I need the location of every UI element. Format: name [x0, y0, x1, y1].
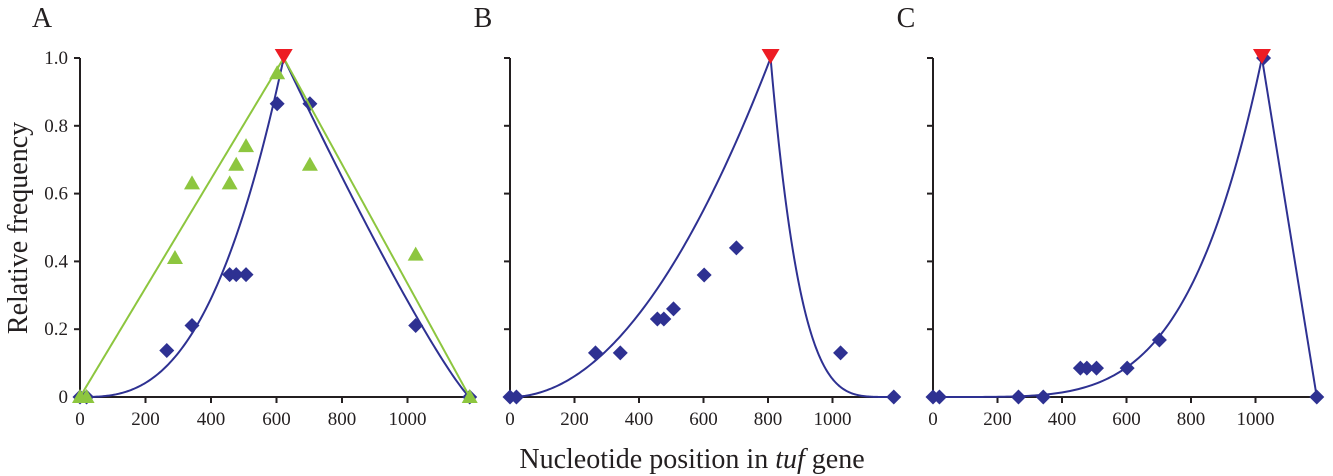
x-tick-label: 600	[1112, 409, 1141, 430]
data-point-triangle	[238, 138, 255, 153]
data-point-diamond	[1079, 360, 1095, 376]
data-point-diamond	[1309, 389, 1325, 405]
data-point-diamond	[833, 345, 849, 361]
x-tick-label: 1000	[814, 409, 852, 430]
data-point-diamond	[159, 343, 175, 359]
data-point-diamond	[931, 389, 947, 405]
x-axis-title-prefix: Nucleotide position in	[519, 444, 775, 475]
data-point-diamond	[1151, 332, 1167, 348]
panel-c: C 0 200 400 600 800 1000	[897, 3, 1325, 430]
x-tick-label: 200	[560, 409, 589, 430]
data-point-diamond	[408, 317, 424, 333]
data-point-triangle	[166, 250, 183, 265]
data-point-triangle	[221, 175, 238, 190]
y-tick-label: 0.8	[44, 116, 68, 137]
data-point-diamond	[228, 267, 244, 283]
data-point-diamond	[269, 96, 285, 112]
x-tick-label: 800	[754, 409, 783, 430]
data-point-triangle	[301, 156, 318, 171]
panel-a: A 0 0.2 0.4 0.6 0.8 1.0 0 200 400 600 800 1000	[32, 3, 478, 430]
panel-letter-a: A	[32, 3, 53, 34]
panels: A 0 0.2 0.4 0.6 0.8 1.0 0 200 400 600 800 1000 B 0 200 4…	[32, 3, 1325, 430]
x-tick-label: 800	[1177, 409, 1206, 430]
x-tick-label: 600	[689, 409, 718, 430]
x-tick-label: 0	[928, 409, 938, 430]
data-point-diamond	[238, 267, 254, 283]
x-axis-title-gene: tuf	[775, 444, 808, 475]
x-tick-label: 600	[262, 409, 291, 430]
data-point-diamond	[508, 389, 524, 405]
data-point-diamond	[666, 301, 682, 317]
fit-curve-diamond	[509, 57, 894, 398]
y-axis-title: Relative frequency	[3, 122, 34, 334]
panel-letter-c: C	[897, 3, 916, 34]
fit-curve-diamond	[933, 57, 1318, 398]
data-point-diamond	[184, 317, 200, 333]
y-tick-label: 1.0	[44, 48, 68, 69]
x-tick-label: 400	[625, 409, 654, 430]
x-axis-title-suffix: gene	[805, 444, 865, 475]
x-tick-label: 0	[75, 409, 85, 430]
data-point-diamond	[1089, 360, 1105, 376]
panel-letter-b: B	[474, 3, 493, 34]
data-point-triangle	[269, 65, 286, 80]
peak-marker	[274, 49, 293, 64]
data-point-diamond	[728, 240, 744, 256]
data-point-diamond	[612, 345, 628, 361]
data-point-triangle	[78, 389, 95, 403]
x-tick-label: 400	[1048, 409, 1077, 430]
data-point-diamond	[696, 267, 712, 283]
x-tick-label: 1000	[389, 409, 427, 430]
data-point-diamond	[1010, 389, 1026, 405]
data-point-diamond	[587, 345, 603, 361]
data-point-triangle	[461, 389, 478, 403]
data-point-diamond	[886, 389, 902, 405]
data-point-triangle	[407, 246, 424, 261]
y-tick-label: 0.4	[44, 251, 68, 272]
x-axis-title: Nucleotide position in tuf gene	[519, 444, 864, 475]
data-point-diamond	[1119, 360, 1135, 376]
data-point-triangle	[184, 175, 201, 190]
data-point-diamond	[1035, 389, 1051, 405]
panel-b: B 0 200 400 600 800 1000	[474, 3, 902, 430]
data-point-diamond	[656, 311, 672, 327]
x-tick-label: 200	[983, 409, 1012, 430]
peak-marker	[1252, 49, 1271, 64]
data-point-triangle	[228, 156, 245, 171]
x-tick-label: 200	[131, 409, 160, 430]
x-tick-label: 1000	[1237, 409, 1275, 430]
y-tick-label: 0.6	[44, 184, 68, 205]
x-tick-label: 800	[328, 409, 357, 430]
x-tick-label: 400	[197, 409, 226, 430]
x-tick-label: 0	[505, 409, 515, 430]
y-tick-label: 0.2	[44, 319, 68, 340]
peak-marker	[761, 49, 780, 64]
y-tick-label: 0	[59, 387, 69, 408]
